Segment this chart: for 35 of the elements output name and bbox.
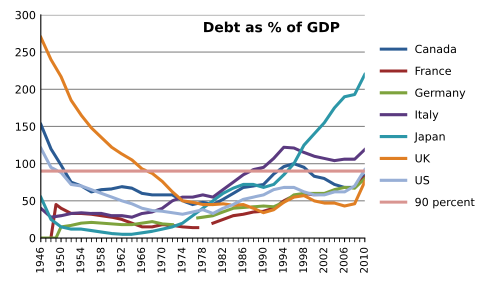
legend-label: Canada <box>415 44 456 54</box>
y-tick-label: 250 <box>16 48 36 56</box>
legend-label: France <box>416 66 451 76</box>
x-tick-label: 1998 <box>299 248 308 272</box>
x-tick-label: 1982 <box>218 248 226 272</box>
legend-label: US <box>416 176 430 184</box>
y-tick-label: 150 <box>16 122 36 131</box>
x-tick-label: 1954 <box>76 248 84 272</box>
legend-label: Italy <box>416 110 438 121</box>
y-tick-label: 300 <box>16 10 36 20</box>
x-tick-label: 1946 <box>36 248 44 272</box>
legend-label: 90 percent <box>415 198 475 208</box>
y-tick-label: 50 <box>22 196 36 206</box>
x-tick-label: 2006 <box>340 248 348 273</box>
line-series <box>40 72 365 236</box>
legend-label: UK <box>416 154 430 162</box>
x-tick-label: 1950 <box>56 248 64 272</box>
line-series <box>40 36 365 214</box>
x-tick-label: 1966 <box>137 248 146 272</box>
x-tick-label: 1978 <box>198 248 206 272</box>
legend-label: Japan <box>414 132 445 143</box>
x-tick-label: 1962 <box>116 248 125 272</box>
x-tick-label: 2010 <box>360 248 368 273</box>
chart-title: Debt as % of GDP <box>204 22 340 32</box>
x-tick-label: 1974 <box>178 248 186 272</box>
y-tick-label: 100 <box>16 160 36 168</box>
x-tick-label: 2002 <box>319 248 328 273</box>
x-tick-label: 1970 <box>157 248 166 272</box>
x-tick-label: 1994 <box>278 248 287 272</box>
x-tick-label: 1986 <box>238 248 246 272</box>
legend-label: Germany <box>415 88 466 100</box>
y-tick-label: 0 <box>30 234 36 242</box>
y-tick-label: 200 <box>16 85 36 94</box>
x-tick-label: 1958 <box>96 248 105 272</box>
x-tick-label: 1990 <box>258 248 267 272</box>
